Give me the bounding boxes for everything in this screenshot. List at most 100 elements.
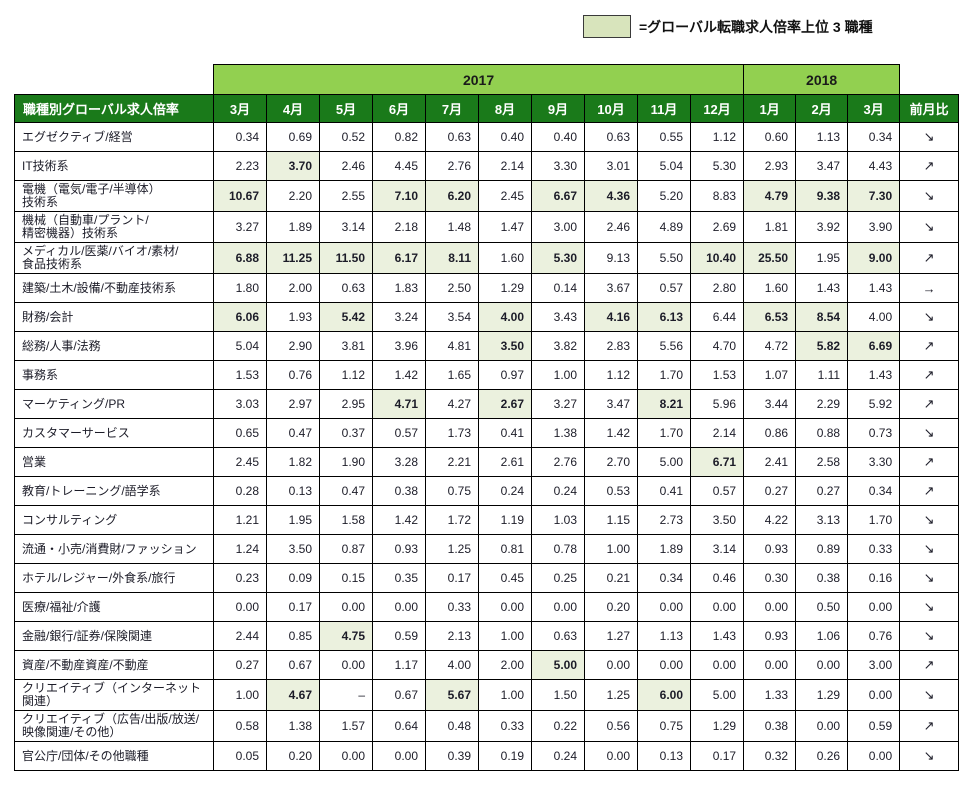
value-cell: 3.27 xyxy=(213,211,267,243)
trend-cell: ↗ xyxy=(899,710,960,742)
value-cell: 1.00 xyxy=(531,360,585,390)
table-row: エグゼクティブ/経営 0.34 0.69 0.52 0.82 0.63 0.40 0.40 0.… xyxy=(14,122,960,152)
table-row: 建築/土木/設備/不動産技術系 1.80 2.00 0.63 1.83 2.50 1.29 0… xyxy=(14,273,960,303)
legend: =グローバル転職求人倍率上位 3 職種 xyxy=(583,15,873,38)
value-cell: 4.67 xyxy=(266,679,320,711)
value-cell: 0.27 xyxy=(795,476,849,506)
value-cell: 1.81 xyxy=(743,211,797,243)
table-row: IT技術系 2.23 3.70 2.46 4.45 2.76 2.14 3.30 3.01 5.0… xyxy=(14,151,960,181)
value-cell: 0.38 xyxy=(743,710,797,742)
legend-swatch xyxy=(583,15,631,38)
value-cell: 5.50 xyxy=(637,242,691,274)
value-cell: 0.82 xyxy=(372,122,426,152)
value-cell: 3.50 xyxy=(266,534,320,564)
value-cell: 1.13 xyxy=(795,122,849,152)
value-cell: 0.09 xyxy=(266,563,320,593)
value-cell: 1.33 xyxy=(743,679,797,711)
legend-label: =グローバル転職求人倍率上位 3 職種 xyxy=(639,18,873,35)
trend-cell: ↘ xyxy=(899,534,960,564)
value-cell: 1.00 xyxy=(584,534,638,564)
value-cell: 1.03 xyxy=(531,505,585,535)
value-cell: 4.89 xyxy=(637,211,691,243)
value-cell: 3.28 xyxy=(372,447,426,477)
value-cell: 2.29 xyxy=(795,389,849,419)
value-cell: 3.90 xyxy=(847,211,901,243)
month-header: 8月 xyxy=(478,94,532,123)
value-cell: 1.25 xyxy=(425,534,479,564)
value-cell: 0.75 xyxy=(425,476,479,506)
value-cell: 2.41 xyxy=(743,447,797,477)
value-cell: 0.69 xyxy=(266,122,320,152)
job-ratio-table: 2017 2018 職種別グローバル求人倍率 3月 4月 5月 6月 7月 8月 9月 10月 11月… xyxy=(14,64,960,771)
value-cell: 0.76 xyxy=(847,621,901,651)
value-cell: 3.92 xyxy=(795,211,849,243)
value-cell: 3.96 xyxy=(372,331,426,361)
value-cell: 0.33 xyxy=(425,592,479,622)
table-row: 流通・小売/消費財/ファッション 1.24 3.50 0.87 0.93 1.25 0.81… xyxy=(14,534,960,564)
value-cell: 4.36 xyxy=(584,180,638,212)
value-cell: 3.30 xyxy=(847,447,901,477)
value-cell: 1.25 xyxy=(584,679,638,711)
value-cell: 2.93 xyxy=(743,151,797,181)
value-cell: 0.32 xyxy=(743,741,797,771)
value-cell: 1.29 xyxy=(795,679,849,711)
value-cell: 1.65 xyxy=(425,360,479,390)
table-corner xyxy=(900,65,959,95)
trend-cell: ↗ xyxy=(899,447,960,477)
value-cell: 0.00 xyxy=(319,741,373,771)
value-cell: 4.75 xyxy=(319,621,373,651)
value-cell: 0.24 xyxy=(531,741,585,771)
value-cell: 0.40 xyxy=(478,122,532,152)
month-header: 3月 xyxy=(213,94,267,123)
value-cell: 3.50 xyxy=(478,331,532,361)
row-label: 金融/銀行/証券/保険関連 xyxy=(14,621,214,651)
value-cell: 1.53 xyxy=(213,360,267,390)
value-cell: 5.00 xyxy=(531,650,585,680)
table-row: 営業 2.45 1.82 1.90 3.28 2.21 2.61 2.76 2.70 5.00 6.… xyxy=(14,447,960,477)
value-cell: 2.14 xyxy=(478,151,532,181)
value-cell: 3.81 xyxy=(319,331,373,361)
trend-cell: ↗ xyxy=(899,331,960,361)
value-cell: 1.93 xyxy=(266,302,320,332)
table-row: 電機（電気/電子/半導体） 技術系 10.67 2.20 2.55 7.10 6.20 2.… xyxy=(14,180,960,212)
value-cell: 8.54 xyxy=(795,302,849,332)
value-cell: 1.21 xyxy=(213,505,267,535)
value-cell: 1.29 xyxy=(478,273,532,303)
value-cell: 1.00 xyxy=(478,621,532,651)
value-cell: 0.05 xyxy=(213,741,267,771)
value-cell: 0.00 xyxy=(584,650,638,680)
value-cell: 5.56 xyxy=(637,331,691,361)
trend-cell: ↗ xyxy=(899,389,960,419)
value-cell: 0.24 xyxy=(531,476,585,506)
value-cell: 0.27 xyxy=(213,650,267,680)
trend-cell: ↘ xyxy=(899,418,960,448)
value-cell: 7.30 xyxy=(847,180,901,212)
month-header: 6月 xyxy=(372,94,426,123)
value-cell: 9.38 xyxy=(795,180,849,212)
value-cell: 1.58 xyxy=(319,505,373,535)
value-cell: 1.47 xyxy=(478,211,532,243)
value-cell: 0.22 xyxy=(531,710,585,742)
value-cell: 0.00 xyxy=(372,592,426,622)
value-cell: 0.37 xyxy=(319,418,373,448)
value-cell: 1.17 xyxy=(372,650,426,680)
row-label: IT技術系 xyxy=(14,151,214,181)
value-cell: 1.73 xyxy=(425,418,479,448)
row-label: 総務/人事/法務 xyxy=(14,331,214,361)
value-cell: 1.80 xyxy=(213,273,267,303)
value-cell: 3.14 xyxy=(689,534,745,564)
value-cell: 0.63 xyxy=(319,273,373,303)
value-cell: 10.67 xyxy=(213,180,267,212)
value-cell: 5.20 xyxy=(637,180,691,212)
value-cell: 4.16 xyxy=(584,302,638,332)
value-cell: 3.01 xyxy=(584,151,638,181)
value-cell: 8.83 xyxy=(689,180,745,212)
value-cell: 3.03 xyxy=(213,389,267,419)
value-cell: 0.48 xyxy=(425,710,479,742)
table-row: クリエイティブ（広告/出版/放送/ 映像関連/その他） 0.58 1.38 1.57 0… xyxy=(14,710,960,742)
table-title: 職種別グローバル求人倍率 xyxy=(14,94,214,123)
value-cell: 0.15 xyxy=(319,563,373,593)
value-cell: 11.50 xyxy=(319,242,373,274)
value-cell: 0.52 xyxy=(319,122,373,152)
value-cell: 0.00 xyxy=(795,650,849,680)
